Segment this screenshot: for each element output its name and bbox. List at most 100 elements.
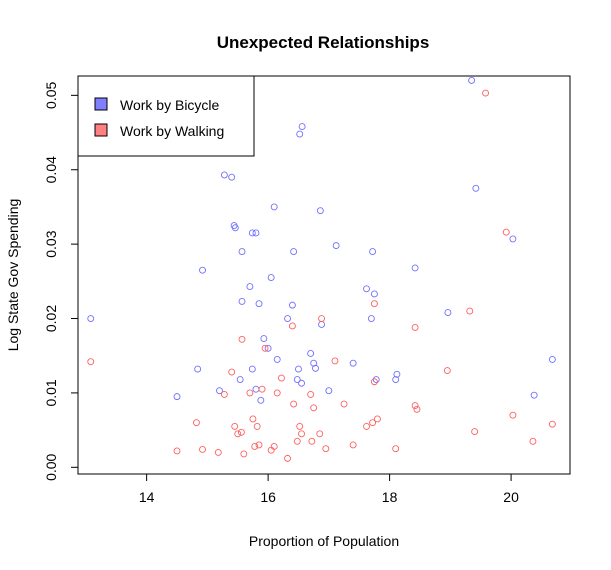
data-point (296, 130, 304, 138)
data-point (238, 297, 246, 305)
data-point (278, 374, 285, 382)
data-point (363, 422, 370, 430)
data-point (411, 264, 419, 272)
data-point (307, 350, 315, 357)
data-point (220, 171, 228, 179)
data-point (284, 315, 292, 322)
plot-frame (77, 75, 571, 475)
data-point (372, 376, 380, 383)
data-point (349, 359, 357, 367)
data-point (251, 443, 259, 450)
data-point (237, 428, 245, 436)
data-point (413, 405, 421, 413)
data-point (258, 385, 266, 393)
data-point (370, 378, 378, 386)
data-point (466, 307, 474, 315)
data-point (267, 274, 275, 282)
data-point (252, 385, 260, 393)
data-point (173, 393, 181, 401)
data-point (318, 321, 326, 328)
legend-swatch-walking (94, 123, 108, 137)
data-point (296, 422, 304, 430)
data-point (468, 77, 476, 84)
data-point (370, 290, 378, 298)
data-point (270, 203, 278, 211)
y-axis: 0.00 0.01 0.02 0.03 0.04 0.05 (43, 82, 78, 481)
data-point (255, 300, 263, 308)
data-point (370, 300, 378, 308)
series-0 (87, 77, 556, 404)
y-tick-label: 0.05 (43, 82, 59, 109)
data-point (316, 207, 324, 215)
data-point (393, 370, 401, 378)
data-point (530, 391, 538, 399)
y-tick-label: 0.00 (43, 453, 59, 480)
data-point (509, 235, 517, 243)
data-point (369, 248, 377, 256)
data-point (290, 400, 298, 408)
data-point (255, 441, 263, 449)
data-point (444, 309, 452, 317)
data-point (261, 344, 269, 352)
data-point (502, 228, 510, 236)
data-point (307, 390, 315, 398)
x-tick-label: 14 (139, 489, 155, 505)
data-point (298, 379, 305, 387)
data-points (87, 77, 556, 462)
x-axis: 14 16 18 20 (139, 474, 519, 505)
data-point (318, 315, 326, 322)
data-point (293, 437, 301, 445)
data-point (548, 420, 556, 428)
data-point (260, 335, 268, 343)
data-point (173, 447, 181, 455)
data-point (240, 450, 248, 458)
data-point (231, 224, 239, 232)
data-point (392, 376, 400, 383)
data-point (273, 389, 281, 397)
data-point (248, 365, 256, 373)
data-point (316, 430, 324, 438)
data-point (236, 376, 244, 383)
legend-box (77, 75, 255, 157)
data-point (238, 248, 246, 256)
chart-title: Unexpected Relationships (217, 33, 430, 52)
data-point (228, 368, 236, 376)
data-point (308, 437, 316, 445)
data-point (443, 367, 451, 375)
y-axis-label: Log State Gov Spending (5, 199, 21, 352)
data-point (325, 387, 333, 395)
data-point (332, 242, 340, 250)
x-axis-label: Proportion of Population (249, 533, 399, 549)
data-point (249, 415, 257, 423)
legend-swatch-bicycle (94, 97, 108, 111)
legend-label-bicycle: Work by Bicycle (120, 97, 220, 113)
data-point (293, 376, 301, 383)
y-tick-label: 0.01 (43, 379, 59, 406)
data-point (471, 428, 479, 436)
data-point (228, 173, 236, 181)
data-point (298, 430, 305, 438)
data-point (231, 422, 239, 430)
data-point (87, 315, 95, 322)
data-point (349, 441, 357, 449)
x-tick-label: 18 (382, 489, 398, 505)
legend: Work by Bicycle Work by Walking (77, 75, 255, 157)
data-point (312, 364, 319, 372)
data-point (264, 344, 272, 352)
data-point (87, 358, 95, 366)
data-point (192, 419, 200, 427)
data-point (246, 389, 254, 397)
data-point (270, 443, 278, 450)
data-point (411, 402, 419, 410)
data-point (295, 365, 302, 373)
data-point (248, 229, 256, 237)
data-point (310, 404, 318, 412)
data-point (472, 184, 480, 192)
y-tick-label: 0.04 (43, 156, 59, 183)
data-point (290, 248, 298, 256)
data-point (257, 396, 265, 404)
data-point (284, 454, 292, 462)
x-tick-label: 20 (503, 489, 519, 505)
data-point (411, 323, 419, 331)
